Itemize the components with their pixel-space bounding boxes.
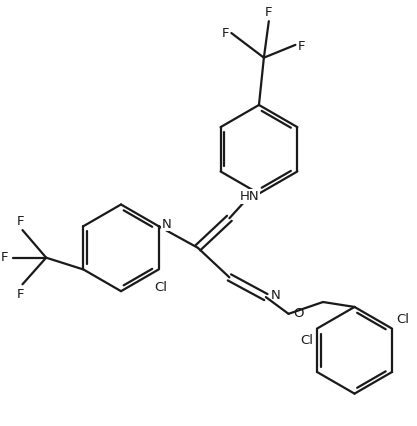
Text: F: F	[17, 288, 25, 301]
Text: F: F	[265, 6, 273, 19]
Text: F: F	[222, 26, 229, 40]
Text: O: O	[294, 307, 304, 320]
Text: N: N	[161, 218, 171, 230]
Text: HN: HN	[239, 190, 259, 203]
Text: Cl: Cl	[396, 313, 409, 325]
Text: F: F	[17, 215, 25, 228]
Text: N: N	[271, 288, 281, 302]
Text: Cl: Cl	[154, 281, 167, 294]
Text: F: F	[1, 251, 9, 264]
Text: F: F	[297, 40, 305, 53]
Text: Cl: Cl	[300, 334, 313, 346]
